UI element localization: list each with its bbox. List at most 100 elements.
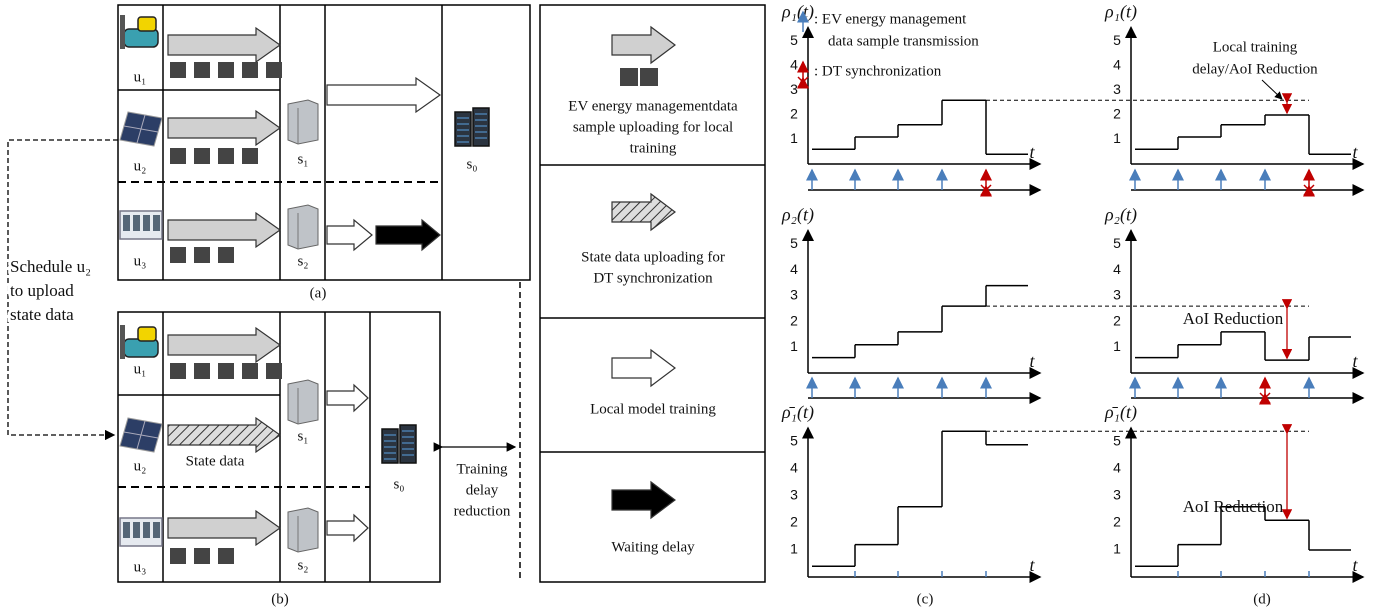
- car-roof: [137, 16, 157, 32]
- panel-grid: [136, 114, 146, 144]
- data-block: [170, 247, 186, 263]
- y-tick-label: 3: [790, 487, 798, 503]
- edge-server-label: s₁: [297, 151, 308, 167]
- charger: [120, 325, 125, 359]
- cloud-server-icon: [399, 424, 417, 464]
- legend-text: sample uploading for local: [573, 119, 733, 135]
- y-tick-label: 2: [790, 312, 798, 328]
- data-block: [194, 363, 210, 379]
- training-arrow: [326, 76, 442, 114]
- data-block: [194, 247, 210, 263]
- edge-server-label: s₂: [297, 253, 308, 269]
- sample-arrow: [167, 26, 282, 64]
- sync-cross: [1259, 392, 1271, 404]
- y-axis-label: ρ₁(t): [781, 2, 814, 23]
- hvac-unit: [153, 215, 160, 231]
- state-data-label: State data: [186, 453, 245, 469]
- sample-arrow: [167, 109, 282, 147]
- y-tick-label: 4: [790, 261, 798, 277]
- legend-text: Waiting delay: [611, 539, 695, 555]
- annotation: AoI Reduction: [1183, 309, 1284, 328]
- schedule-note: to upload: [10, 281, 74, 300]
- y-tick-label: 4: [1113, 460, 1121, 476]
- y-tick-label: 3: [1113, 487, 1121, 503]
- data-block: [218, 548, 234, 564]
- data-block: [242, 62, 258, 78]
- hvac-unit: [153, 522, 160, 538]
- y-axis-label: ρ₁(t): [1104, 2, 1137, 23]
- hvac-unit: [133, 215, 140, 231]
- y-axis-label: ρ₂(t): [1104, 205, 1137, 226]
- data-block: [218, 363, 234, 379]
- data-block: [640, 68, 658, 86]
- caption: (c): [917, 591, 934, 607]
- waiting-arrow: [611, 480, 676, 520]
- sample-arrow: [611, 25, 676, 65]
- x-axis-label: t: [1352, 555, 1358, 575]
- cloud-server-icon: [472, 107, 490, 147]
- y-tick-label: 5: [1113, 235, 1121, 251]
- x-axis-label: t: [1352, 142, 1358, 162]
- data-block: [242, 363, 258, 379]
- server-icon: [287, 204, 319, 250]
- user-label: u₂: [134, 458, 147, 474]
- cloud-server-icon: [454, 111, 472, 147]
- cloud-server-icon: [381, 428, 399, 464]
- y-tick-label: 2: [1113, 106, 1121, 122]
- data-block: [218, 148, 234, 164]
- y-tick-label: 1: [1113, 338, 1121, 354]
- server-icon: [287, 507, 319, 553]
- y-axis-label: ρ̄₁(t): [1104, 402, 1137, 423]
- y-tick-label: 4: [790, 460, 798, 476]
- data-block: [218, 62, 234, 78]
- data-block: [266, 363, 282, 379]
- y-tick-label: 1: [1113, 130, 1121, 146]
- y-axis-label: ρ₂(t): [781, 205, 814, 226]
- data-block: [170, 548, 186, 564]
- panel-a-box: [117, 4, 531, 281]
- edge-server-label: s₂: [297, 557, 308, 573]
- y-tick-label: 2: [790, 106, 798, 122]
- y-tick-label: 5: [790, 32, 798, 48]
- legend-text: : DT synchronization: [814, 63, 942, 79]
- schedule-note: state data: [10, 305, 74, 324]
- y-tick-label: 3: [790, 81, 798, 97]
- data-block: [194, 148, 210, 164]
- y-tick-label: 5: [790, 433, 798, 449]
- data-block: [170, 148, 186, 164]
- annotation: Local training: [1213, 39, 1298, 55]
- data-block: [194, 548, 210, 564]
- cloud-label: s₀: [466, 156, 477, 172]
- y-tick-label: 4: [1113, 261, 1121, 277]
- data-block: [620, 68, 638, 86]
- sync-cross: [1303, 184, 1315, 196]
- data-block: [170, 363, 186, 379]
- waiting-arrow: [375, 218, 441, 252]
- x-axis-label: t: [1029, 555, 1035, 575]
- server-icon: [287, 379, 319, 425]
- sample-arrow: [167, 211, 282, 249]
- delay-note: Training: [456, 461, 508, 477]
- sample-arrow: [167, 509, 282, 547]
- cloud-label: s₀: [393, 476, 404, 492]
- hvac-unit: [143, 215, 150, 231]
- annotation: delay/AoI Reduction: [1192, 61, 1318, 77]
- data-block: [242, 148, 258, 164]
- x-axis-label: t: [1352, 351, 1358, 371]
- server-icon: [287, 99, 319, 145]
- y-tick-label: 2: [1113, 312, 1121, 328]
- data-block: [194, 62, 210, 78]
- delay-note: reduction: [454, 503, 511, 519]
- y-tick-label: 5: [1113, 32, 1121, 48]
- car-roof: [137, 326, 157, 342]
- panel-grid: [136, 420, 146, 450]
- caption: (d): [1253, 591, 1271, 607]
- y-tick-label: 3: [1113, 287, 1121, 303]
- training-arrow: [326, 513, 369, 543]
- legend-box: [539, 4, 766, 583]
- schedule-note: Schedule u₂: [10, 257, 91, 276]
- training-arrow: [611, 348, 676, 388]
- schedule-link: [7, 139, 118, 441]
